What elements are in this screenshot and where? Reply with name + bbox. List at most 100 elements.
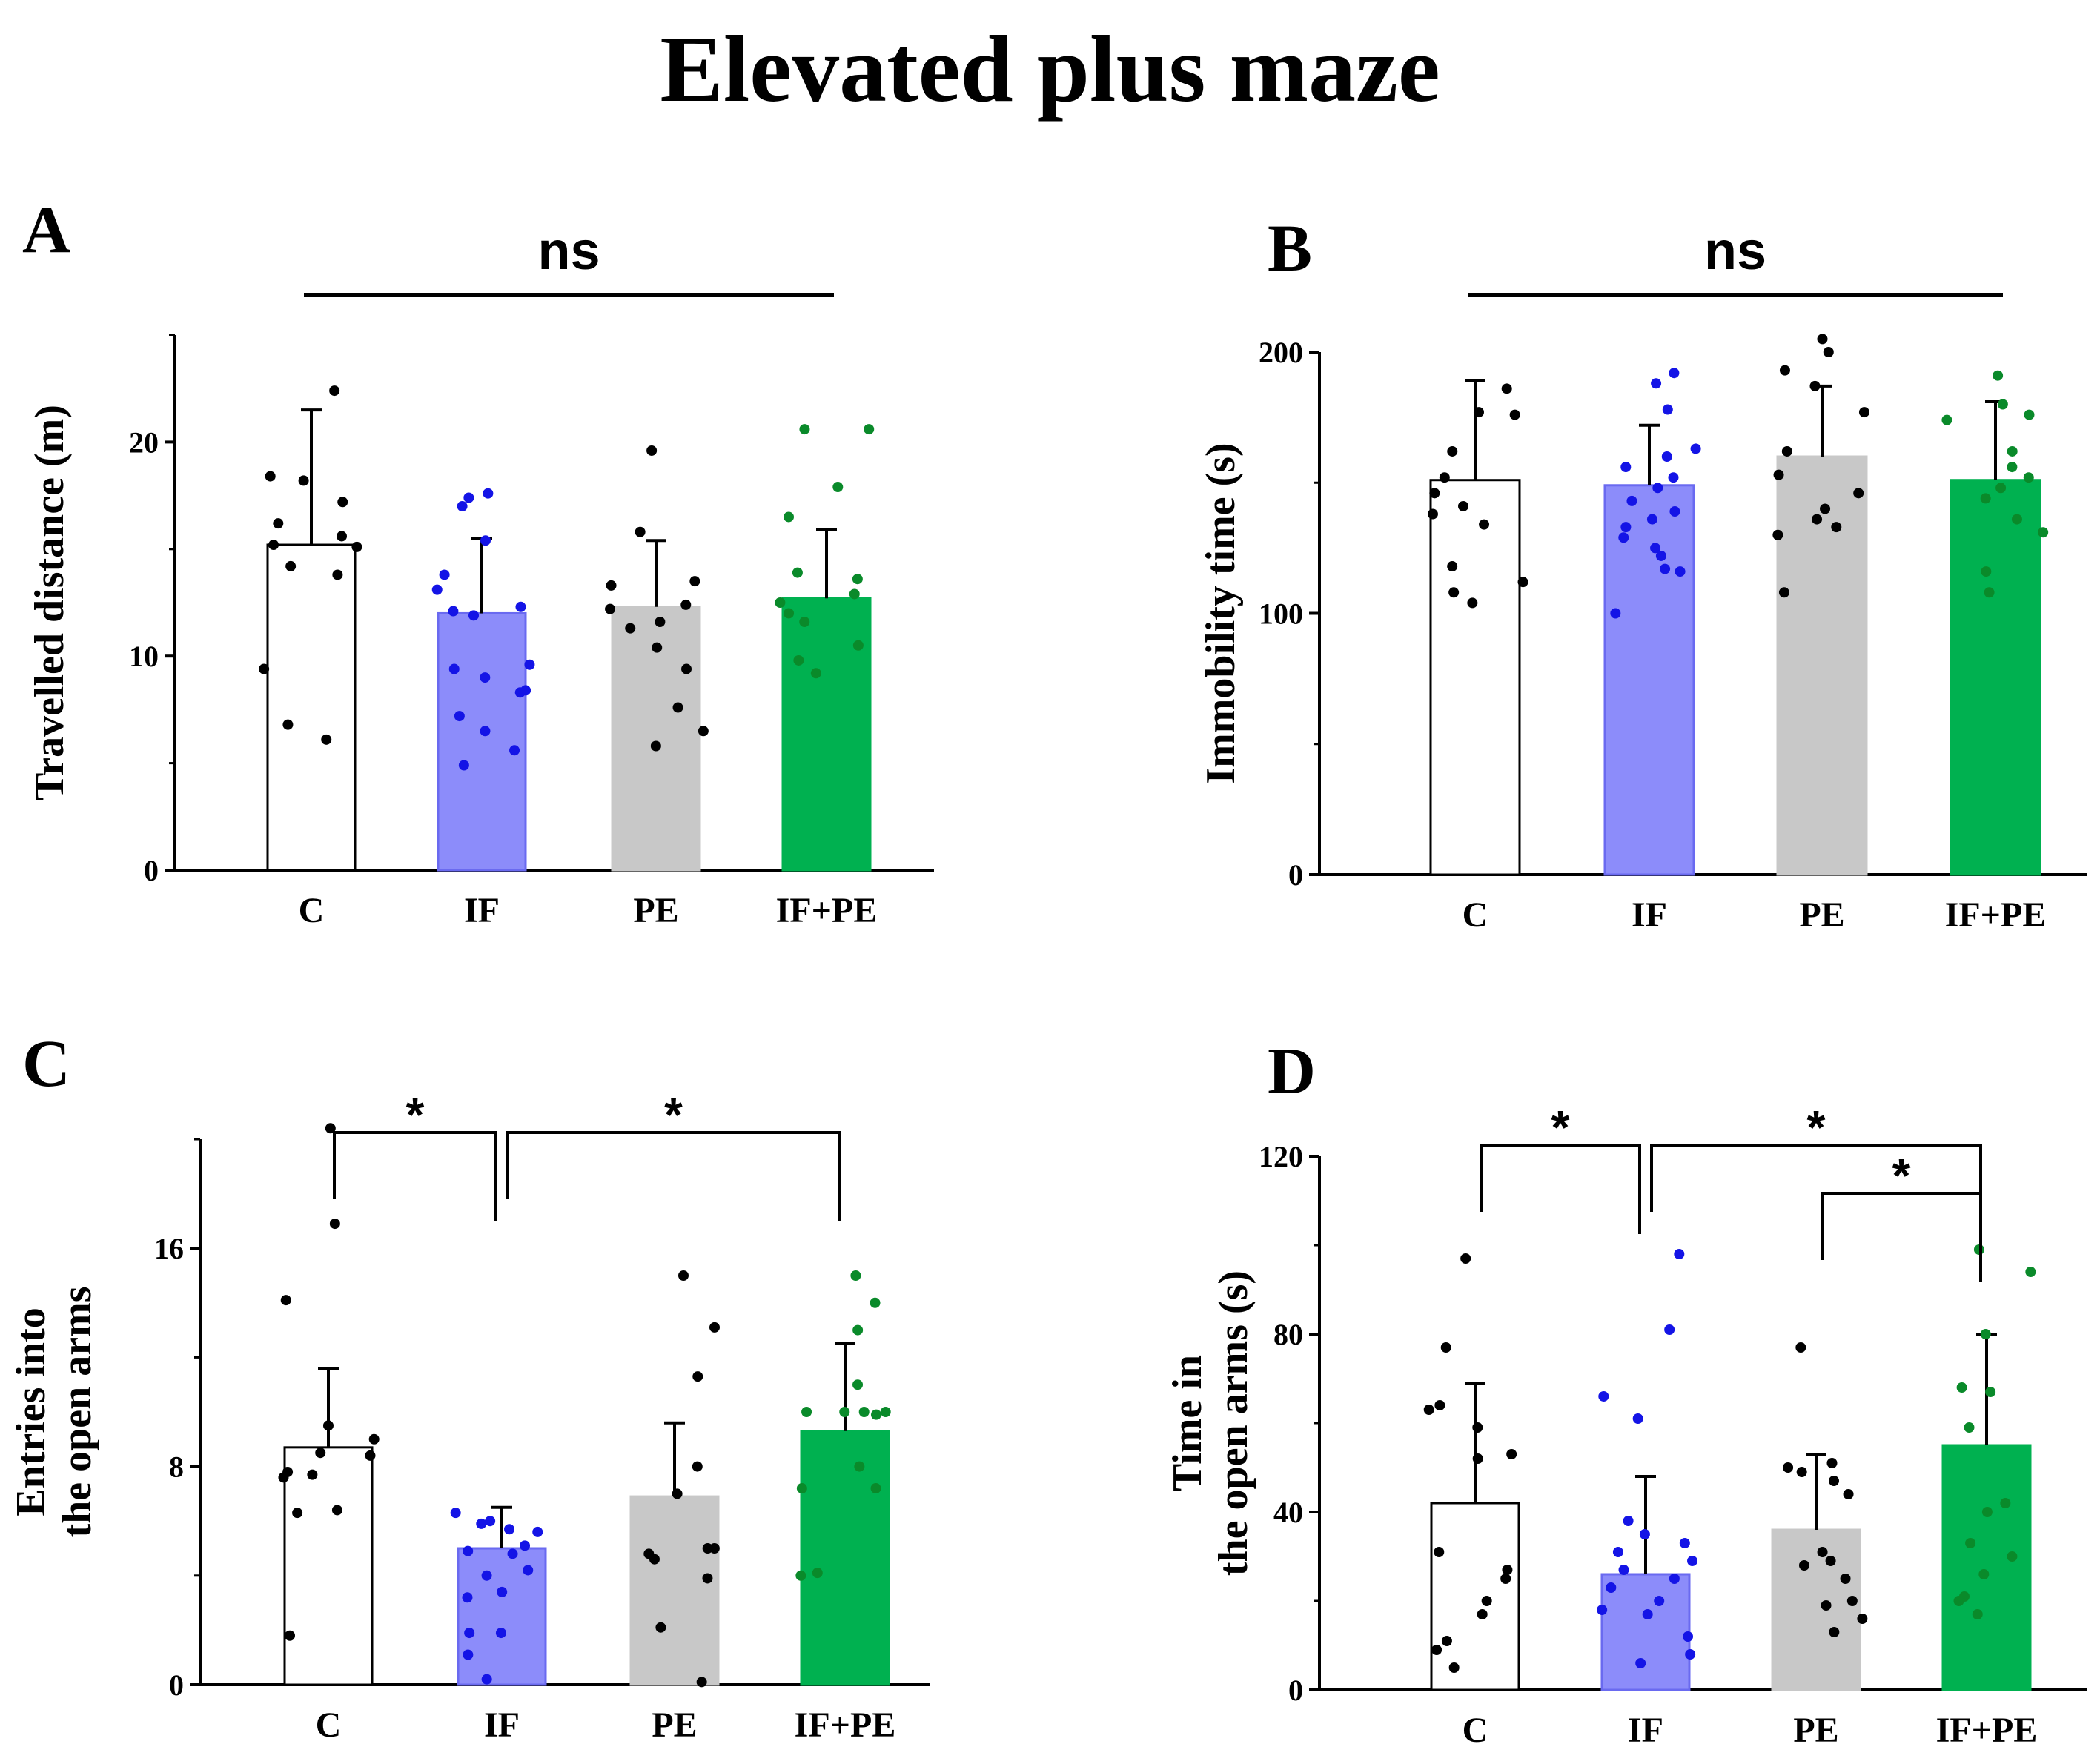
data-point-b bbox=[1997, 399, 2008, 410]
data-point-a bbox=[483, 488, 494, 499]
data-point-a bbox=[698, 726, 709, 737]
data-point-a bbox=[650, 740, 661, 752]
data-point-a bbox=[351, 541, 362, 552]
data-point-b bbox=[1427, 508, 1438, 520]
data-point-c bbox=[801, 1407, 812, 1417]
significance-bracket-d bbox=[1821, 1192, 1982, 1282]
panel-label-d: D bbox=[1268, 1035, 1316, 1108]
significance-label-d: * bbox=[1807, 1101, 1826, 1154]
data-point-b bbox=[1778, 587, 1789, 598]
data-point-c bbox=[285, 1630, 296, 1641]
bar-d-C bbox=[1430, 1502, 1520, 1691]
data-point-a bbox=[515, 601, 526, 612]
data-point-c bbox=[854, 1461, 865, 1472]
data-point-a bbox=[285, 560, 297, 571]
x-tick-label-c-IF: IF bbox=[484, 1705, 520, 1744]
data-point-c bbox=[476, 1518, 487, 1529]
x-tick-label-b-IF: IF bbox=[1632, 895, 1667, 935]
data-point-c bbox=[504, 1524, 515, 1535]
data-point-b bbox=[1817, 334, 1828, 345]
x-tick-label-a-C: C bbox=[299, 891, 325, 930]
data-point-c bbox=[520, 1540, 531, 1551]
data-point-c bbox=[280, 1295, 291, 1306]
significance-bracket-d bbox=[1480, 1144, 1641, 1234]
y-tick-label-c: 8 bbox=[169, 1450, 184, 1484]
significance-label-b: ns bbox=[1704, 222, 1766, 281]
data-point-c bbox=[463, 1545, 474, 1556]
data-point-d bbox=[1674, 1249, 1685, 1259]
data-point-d bbox=[1783, 1462, 1794, 1473]
y-tick-label-b: 200 bbox=[1259, 336, 1303, 369]
significance-label-c: * bbox=[406, 1088, 425, 1141]
data-point-d bbox=[1472, 1453, 1483, 1464]
data-point-a bbox=[775, 597, 786, 608]
data-point-c bbox=[858, 1407, 870, 1417]
data-point-b bbox=[1655, 550, 1666, 561]
figure-title: Elevated plus maze bbox=[660, 16, 1440, 122]
data-point-a bbox=[689, 576, 700, 587]
data-point-d bbox=[1679, 1538, 1690, 1548]
data-point-b bbox=[1941, 414, 1952, 425]
data-point-d bbox=[1612, 1547, 1623, 1557]
data-point-b bbox=[2007, 462, 2018, 473]
data-point-a bbox=[646, 445, 658, 456]
y-tick-label-a: 0 bbox=[144, 854, 159, 887]
data-point-b bbox=[1660, 563, 1671, 574]
bar-c-C bbox=[283, 1446, 374, 1686]
data-point-b bbox=[1479, 519, 1490, 530]
data-point-a bbox=[606, 580, 617, 591]
data-point-a bbox=[799, 424, 810, 435]
data-point-a bbox=[849, 588, 860, 600]
data-point-b bbox=[1772, 529, 1783, 540]
data-point-d bbox=[1635, 1658, 1646, 1668]
data-point-d bbox=[1423, 1405, 1434, 1415]
data-point-d bbox=[1817, 1547, 1828, 1557]
data-point-b bbox=[1690, 443, 1701, 454]
bar-c-IF+PE bbox=[800, 1430, 890, 1686]
data-point-d bbox=[1981, 1507, 1993, 1517]
y-tick-label-c: 16 bbox=[154, 1232, 184, 1265]
data-point-d bbox=[1826, 1458, 1838, 1468]
bar-b-PE bbox=[1776, 455, 1868, 876]
bar-b-C bbox=[1429, 479, 1521, 876]
data-point-a bbox=[652, 642, 663, 653]
data-point-d bbox=[1978, 1569, 1990, 1579]
data-point-c bbox=[672, 1488, 683, 1499]
data-point-a bbox=[635, 526, 646, 537]
data-point-c bbox=[307, 1469, 318, 1480]
data-point-d bbox=[1623, 1516, 1634, 1526]
data-point-b bbox=[2038, 527, 2049, 538]
data-point-a bbox=[458, 760, 469, 771]
data-point-c bbox=[331, 1505, 342, 1516]
data-point-a bbox=[509, 745, 520, 756]
data-point-d bbox=[1685, 1649, 1696, 1660]
data-point-d bbox=[1829, 1627, 1840, 1637]
data-point-b bbox=[1993, 370, 2004, 381]
data-point-d bbox=[1956, 1382, 1967, 1393]
data-point-d bbox=[1795, 1342, 1806, 1353]
panel-a: A 0 10 20 Travelled distance (m) C IF PE IF+PE ns bbox=[22, 193, 934, 930]
bar-a-IF bbox=[437, 611, 527, 872]
data-point-d bbox=[2007, 1551, 2018, 1562]
y-axis-label-a: Travelled distance (m) bbox=[27, 405, 73, 800]
data-point-d bbox=[1481, 1596, 1492, 1606]
data-point-c bbox=[880, 1407, 891, 1417]
data-point-c bbox=[481, 1674, 492, 1685]
data-point-d bbox=[1821, 1600, 1832, 1611]
data-point-d bbox=[2025, 1267, 2036, 1277]
data-point-b bbox=[2007, 445, 2018, 457]
significance-label-d: * bbox=[1551, 1101, 1570, 1154]
data-point-c bbox=[325, 1123, 336, 1134]
data-point-a bbox=[282, 719, 294, 730]
data-point-a bbox=[431, 584, 443, 595]
data-point-b bbox=[1779, 365, 1790, 376]
y-tick-label-c: 0 bbox=[169, 1668, 184, 1702]
data-point-d bbox=[1973, 1244, 1984, 1255]
data-point-a bbox=[329, 385, 340, 397]
data-point-a bbox=[268, 540, 279, 551]
panel-label-c: C bbox=[22, 1027, 70, 1101]
panel-b: B 0 100 200 Immobility time (s) C IF PE IF+PE ns bbox=[1198, 212, 2087, 935]
data-point-c bbox=[464, 1628, 475, 1639]
data-point-a bbox=[448, 663, 460, 674]
data-point-b bbox=[2024, 409, 2035, 420]
